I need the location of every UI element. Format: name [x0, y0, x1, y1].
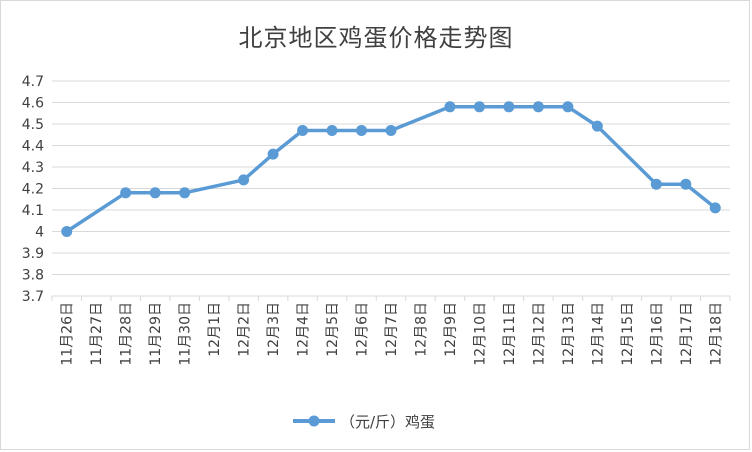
x-tick-label: 12月15日	[620, 302, 636, 366]
data-point	[385, 124, 397, 136]
y-tick-label: 4	[35, 225, 44, 241]
x-tick-label: 11月30日	[178, 302, 194, 366]
data-point	[120, 187, 132, 199]
x-tick-label: 12月14日	[590, 302, 606, 366]
x-tick-label: 12月5日	[325, 302, 341, 357]
series-line	[61, 101, 721, 237]
data-point	[473, 101, 485, 113]
x-tick-label: 12月9日	[443, 302, 459, 357]
x-tick-label: 12月7日	[384, 302, 400, 357]
chart-title: 北京地区鸡蛋价格走势图	[238, 24, 514, 52]
x-tick-label: 12月3日	[266, 302, 282, 357]
x-tick-label: 12月11日	[502, 302, 518, 366]
x-tick-label: 11月29日	[148, 302, 164, 366]
x-tick-label: 11月27日	[89, 302, 105, 366]
legend: （元/斤）鸡蛋	[293, 413, 435, 431]
data-point	[149, 187, 161, 199]
x-tick-label: 12月2日	[237, 302, 253, 357]
data-point	[267, 148, 279, 160]
data-point	[238, 174, 250, 186]
y-tick-label: 4.5	[22, 117, 44, 133]
y-axis: 3.7 3.8 3.9 4 4.1 4.2 4.3 4.4 4.5 4.6 4.7	[22, 74, 44, 305]
x-tick-label: 12月13日	[561, 302, 577, 366]
y-tick-label: 4.1	[22, 203, 44, 219]
data-point	[532, 101, 544, 113]
x-tick-label: 11月28日	[119, 302, 135, 366]
x-tick-label: 12月1日	[207, 302, 223, 357]
x-axis: 11月26日 11月27日 11月28日 11月29日 11月30日 12月1日 12月2日…	[51, 296, 731, 366]
data-point	[444, 101, 456, 113]
legend-marker-swatch	[308, 415, 320, 427]
data-point	[562, 101, 574, 113]
y-tick-label: 4.4	[22, 139, 44, 155]
legend-label: （元/斤）鸡蛋	[340, 413, 435, 431]
y-tick-label: 3.8	[22, 268, 44, 284]
data-point	[297, 124, 309, 136]
data-point	[591, 120, 603, 132]
data-point	[680, 178, 692, 190]
x-tick-label: 11月26日	[60, 302, 76, 366]
y-tick-label: 4.3	[22, 160, 44, 176]
x-tick-label: 12月12日	[531, 302, 547, 366]
y-tick-label: 4.6	[22, 96, 44, 112]
y-tick-label: 3.7	[22, 289, 44, 305]
x-tick-label: 12月6日	[355, 302, 371, 357]
x-tick-label: 12月10日	[472, 302, 488, 366]
y-tick-label: 4.7	[22, 74, 44, 90]
gridlines	[52, 80, 730, 297]
data-point	[503, 101, 515, 113]
data-point	[650, 178, 662, 190]
data-point	[179, 187, 191, 199]
y-tick-label: 3.9	[22, 246, 44, 262]
data-point	[326, 124, 338, 136]
x-tick-label: 12月8日	[413, 302, 429, 357]
x-tick-label: 12月16日	[649, 302, 665, 366]
y-tick-label: 4.2	[22, 182, 44, 198]
x-tick-label: 12月17日	[679, 302, 695, 366]
data-point	[356, 124, 368, 136]
x-tick-label: 12月18日	[708, 302, 724, 366]
data-point	[61, 226, 73, 237]
data-point	[709, 202, 721, 214]
x-tick-label: 12月4日	[296, 302, 312, 357]
